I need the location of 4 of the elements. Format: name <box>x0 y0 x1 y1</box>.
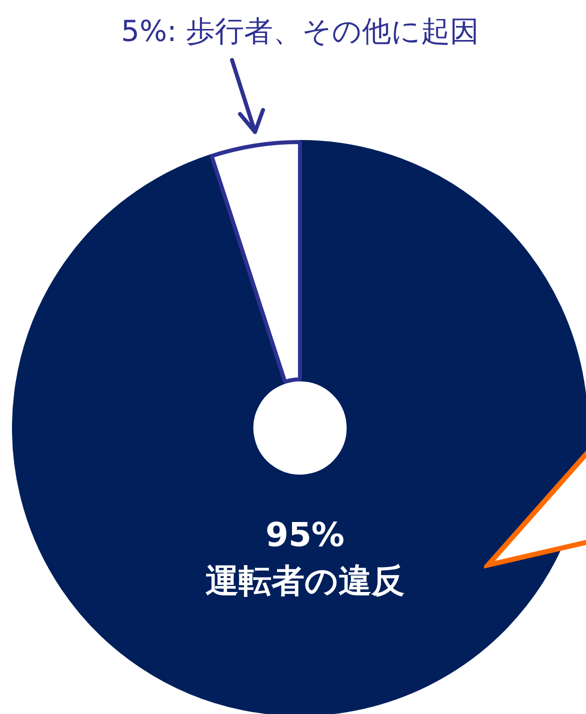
slice-label: 歩行者、その他に起因 <box>186 14 479 48</box>
slice-label: 運転者の違反 <box>204 560 406 602</box>
data-label: 95% <box>264 514 346 556</box>
data-label: 5%: <box>121 14 177 48</box>
